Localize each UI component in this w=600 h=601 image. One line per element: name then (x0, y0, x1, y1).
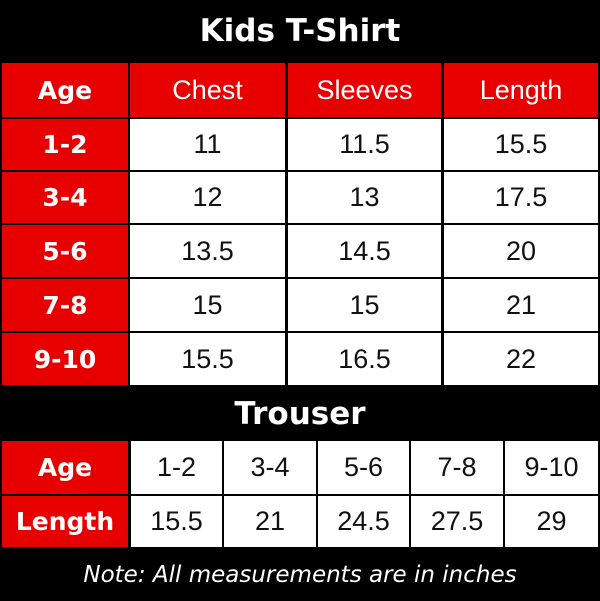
age-cell: 9-10 (2, 333, 128, 385)
age-label: Age (2, 441, 128, 494)
header-cell: Length (444, 63, 598, 117)
length-label: Length (2, 496, 128, 547)
age-cell: 1-2 (131, 441, 222, 494)
trouser-title: Trouser (234, 395, 366, 432)
header-cell: Chest (130, 63, 285, 117)
table-cell: 29 (505, 496, 598, 547)
table-cell: 13.5 (130, 225, 285, 277)
table-cell: 21 (224, 496, 316, 547)
table-cell: 13 (288, 172, 441, 223)
age-cell: 1-2 (2, 119, 128, 170)
table-cell: 12 (130, 172, 285, 223)
table-cell: 15 (288, 279, 441, 331)
table-cell: 16.5 (288, 333, 441, 385)
table-cell: 17.5 (444, 172, 598, 223)
age-cell: 3-4 (224, 441, 316, 494)
table-cell: 20 (444, 225, 598, 277)
table-cell: 11 (130, 119, 285, 170)
age-cell: 7-8 (411, 441, 503, 494)
table-cell: 15.5 (130, 333, 285, 385)
table-cell: 11.5 (288, 119, 441, 170)
table-cell: 15.5 (444, 119, 598, 170)
age-cell: 5-6 (2, 225, 128, 277)
table-cell: 21 (444, 279, 598, 331)
age-cell: 5-6 (318, 441, 409, 494)
table-cell: 27.5 (411, 496, 503, 547)
note: Note: All measurements are in inches (83, 561, 517, 588)
table-cell: 22 (444, 333, 598, 385)
table-cell: 15 (130, 279, 285, 331)
header-cell: Age (2, 63, 128, 117)
header-cell: Sleeves (288, 63, 441, 117)
shirt-title: Kids T-Shirt (199, 13, 401, 49)
table-cell: 15.5 (131, 496, 222, 547)
table-cell: 24.5 (318, 496, 409, 547)
table-cell: 14.5 (288, 225, 441, 277)
age-cell: 9-10 (505, 441, 598, 494)
age-cell: 7-8 (2, 279, 128, 331)
age-cell: 3-4 (2, 172, 128, 223)
